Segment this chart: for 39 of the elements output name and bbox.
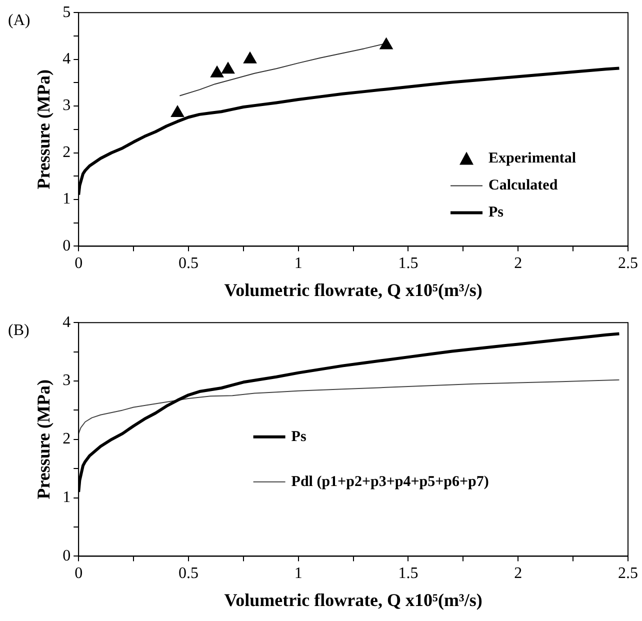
- legend-label: Ps: [291, 428, 306, 445]
- x-axis-title: Volumetric flowrate, Q x10⁵(m³/s): [224, 590, 482, 610]
- legend-label: Experimental: [488, 150, 576, 167]
- point: [243, 52, 257, 64]
- y-tick-label: 1: [62, 489, 71, 506]
- legend-label: Ps: [488, 204, 504, 221]
- y-tick-label: 4: [62, 50, 71, 68]
- x-tick-label: 2.5: [618, 255, 638, 272]
- y-tick-label: 3: [62, 97, 71, 114]
- point: [380, 38, 393, 50]
- chart-title: (B): [8, 322, 30, 339]
- y-tick-label: 0: [62, 547, 71, 564]
- x-tick-label: 2: [514, 565, 522, 582]
- x-tick-label: 2.5: [618, 565, 638, 582]
- x-tick-label: 1.5: [398, 255, 418, 272]
- y-tick-label: 0: [62, 237, 71, 254]
- y-tick-label: 2: [62, 144, 71, 161]
- y-tick-label: 5: [62, 4, 71, 21]
- y-tick-label: 4: [62, 314, 71, 331]
- x-tick-label: 0.5: [178, 565, 198, 582]
- x-tick-label: 1.5: [398, 565, 418, 582]
- y-tick-label: 2: [62, 430, 71, 448]
- y-axis-title: Pressure (MPa): [33, 380, 54, 500]
- x-tick-label: 2: [514, 255, 522, 272]
- point: [210, 66, 224, 78]
- legend-label: Pdl (p1+p2+p3+p4+p5+p6+p7): [291, 474, 489, 490]
- point: [170, 106, 184, 118]
- point: [221, 62, 235, 74]
- legend-label: Calculated: [488, 178, 558, 194]
- x-tick-label: 0: [74, 565, 83, 582]
- y-tick-label: 1: [62, 190, 71, 208]
- y-tick-label: 3: [62, 372, 71, 390]
- x-tick-label: 1: [294, 565, 302, 582]
- x-tick-label: 1: [294, 255, 302, 272]
- x-tick-label: 0.5: [178, 255, 198, 272]
- x-tick-label: 0: [74, 255, 83, 272]
- y-axis-title: Pressure (MPa): [33, 70, 54, 190]
- chart-title: (A): [8, 12, 30, 29]
- x-axis-title: Volumetric flowrate, Q x10⁵(m³/s): [224, 280, 482, 300]
